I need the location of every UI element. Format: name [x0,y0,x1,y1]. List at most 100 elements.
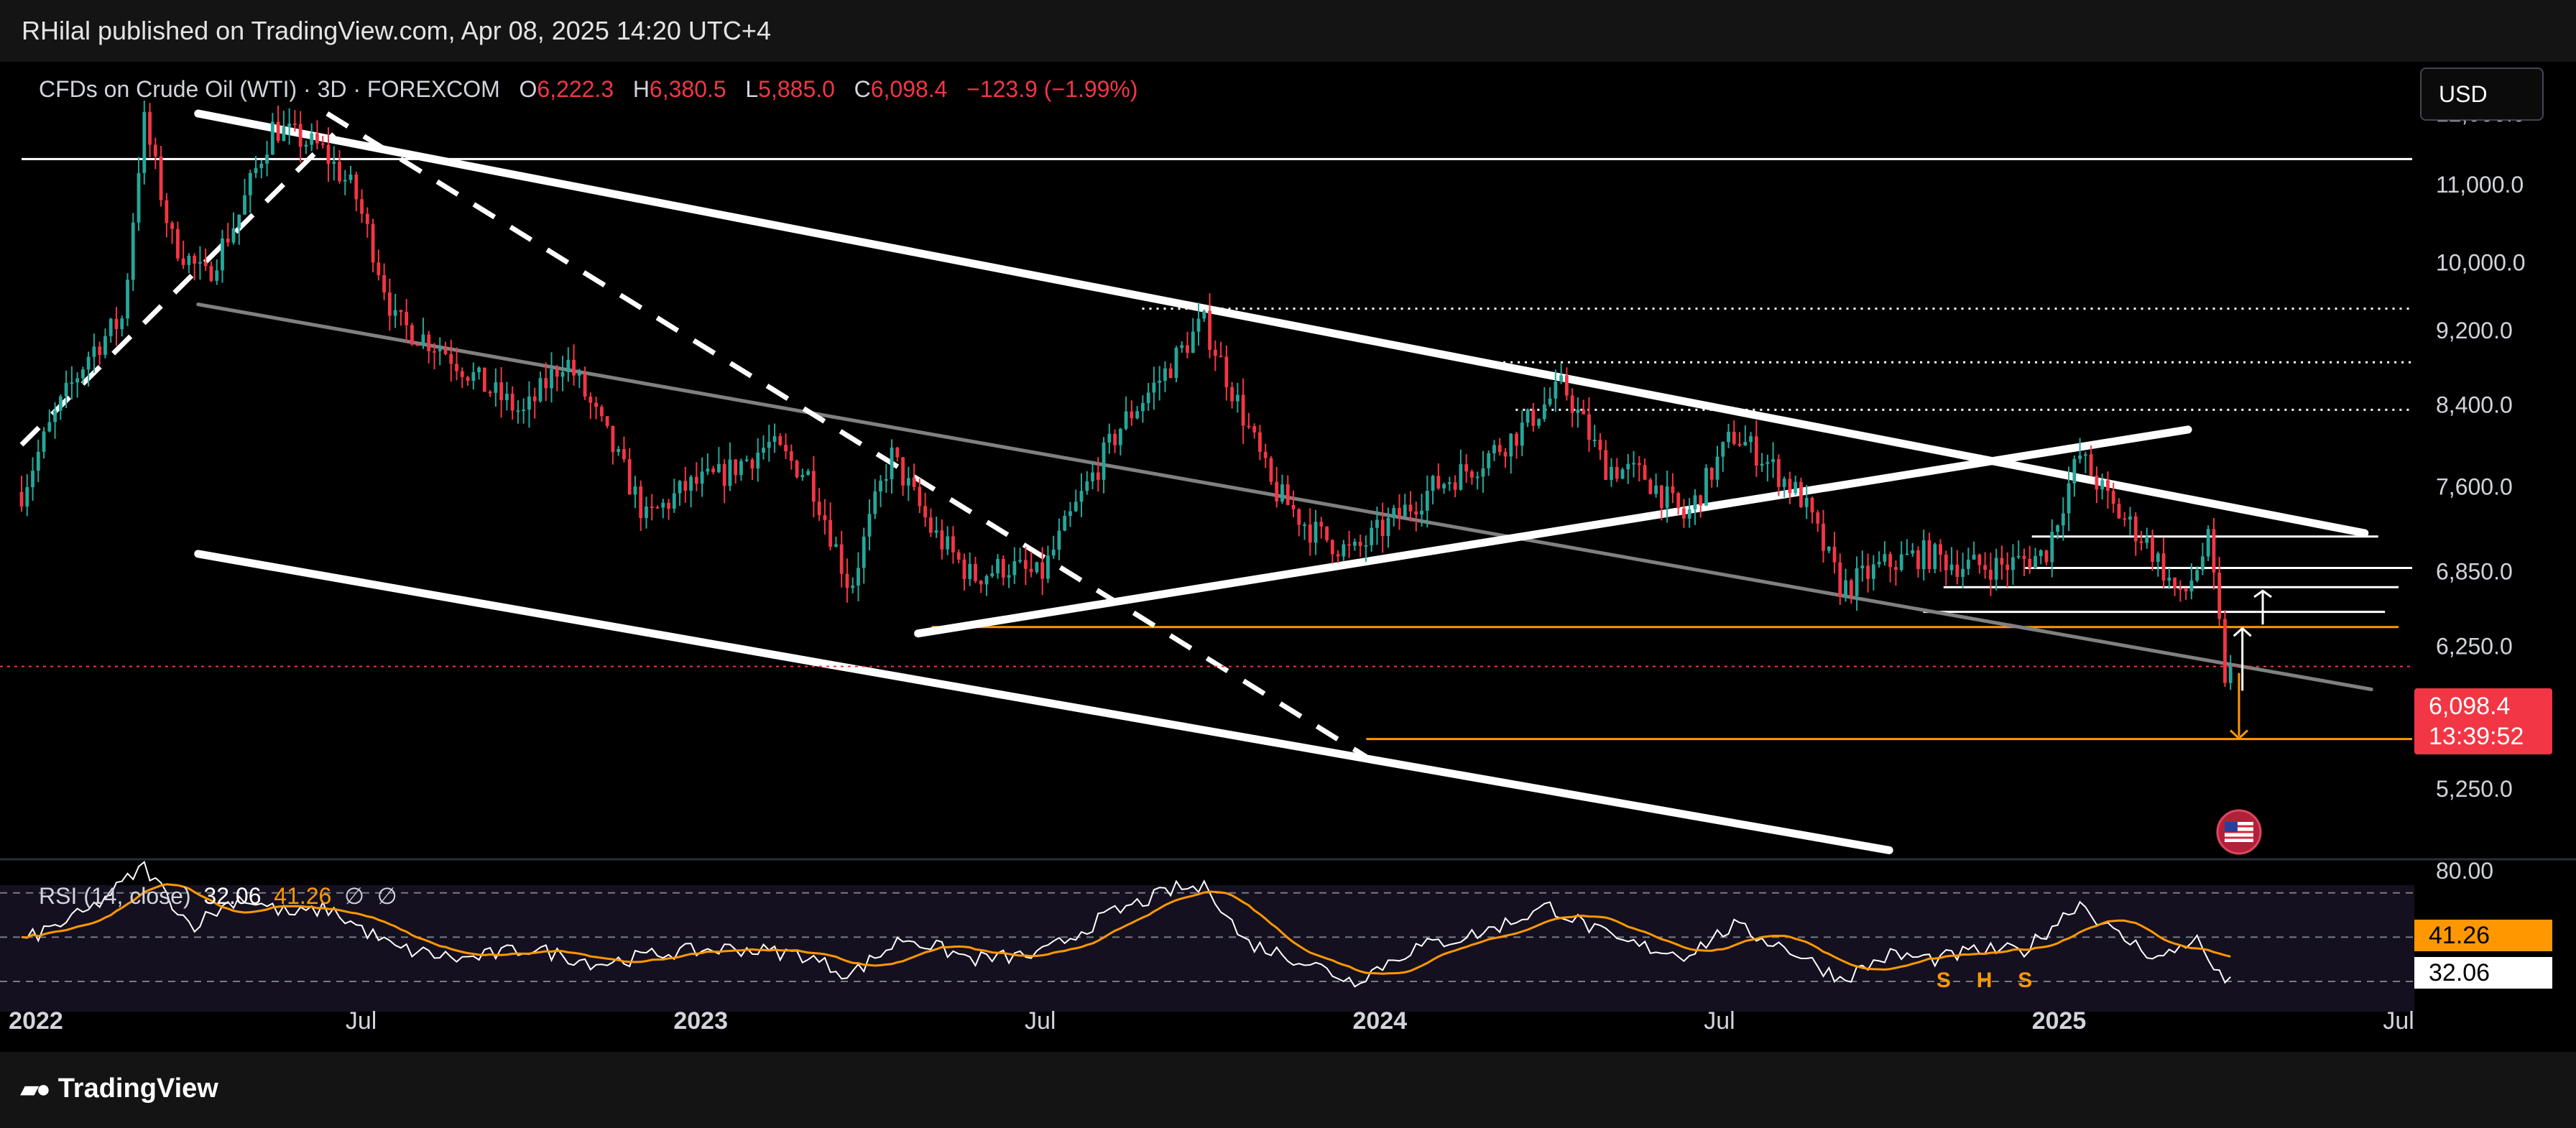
candle-body [181,258,185,265]
candle-body [254,167,258,173]
candle-body [310,133,314,145]
candle-body [1018,560,1022,562]
candle-body [627,459,632,495]
candle-body [1559,375,1564,382]
candle-body [1921,540,1926,570]
header-bar: RHilal published on TradingView.com, Apr… [0,0,2576,62]
candle-body [672,493,676,509]
candle-body [767,441,771,448]
candle-body [433,351,436,353]
candle-body [1966,559,1970,569]
candle-body [1771,459,1776,463]
candle-body [70,382,74,384]
candle-body [1977,554,1982,565]
candle-body [800,474,805,478]
candle-body [918,486,922,507]
candle-body [2178,588,2182,590]
candle-body [711,468,716,473]
candle-body [946,536,950,550]
candle-body [187,255,191,265]
candle-body [2016,555,2021,558]
candle-body [762,448,765,453]
candle-body [371,223,375,263]
candle-body [795,461,799,478]
candle-body [617,449,621,453]
candle-body [1955,564,1959,577]
target-arrow-head [2229,729,2249,740]
rsi-band [0,885,2414,1012]
candle-body [438,349,442,351]
price-chart[interactable]: SHS 12,000.011,000.010,000.09,200.08,400… [0,62,2576,1052]
candle-body [1057,530,1061,550]
candle-body [1754,436,1758,466]
time-tick-label: Jul [2383,1007,2414,1035]
candle-body [1029,568,1033,573]
candle-body [343,180,347,182]
candle-body [1793,481,1798,494]
candle-body [1492,445,1496,453]
candle-body [611,425,615,453]
candle-body [1665,486,1669,508]
candle-body [1497,445,1502,453]
candle-body [410,325,414,345]
last-price-value: 6,098.4 [2429,693,2511,720]
candle-body [661,502,665,508]
candle-body [906,478,910,486]
tradingview-logo[interactable]: ▰● TradingView [20,1073,218,1104]
candle-body [248,172,252,195]
candle-body [895,448,900,458]
candle-body [1832,547,1837,563]
candle-body [1285,484,1290,505]
candle-body [1168,368,1173,379]
candle-body [226,239,230,243]
candle-body [1939,544,1942,555]
candle-body [114,318,119,330]
candle-body [2173,577,2177,588]
candle-body [645,507,648,518]
candle-body [2117,504,2121,519]
candle-body [215,270,219,281]
candle-body [1464,464,1469,472]
candle-body [471,372,476,381]
candle-body [1459,464,1463,490]
candle-body [193,255,197,264]
candle-body [1158,381,1162,383]
candle-body [739,461,743,476]
candle-body [2039,550,2043,556]
candle-body [2011,557,2015,570]
candle-body [1291,504,1296,509]
candle-body [2161,553,2166,581]
candle-body [1012,561,1017,575]
candle-body [1520,422,1524,446]
candle-body [1096,472,1100,480]
candle-body [142,111,147,173]
footer-bar: ▰● TradingView [0,1052,2576,1128]
price-tick-label: 9,200.0 [2436,318,2513,343]
candle-body [1855,568,1859,596]
candle-body [1247,425,1251,427]
currency-selector[interactable]: USD [2420,68,2544,121]
candle-body [1844,580,1847,597]
rsi-sma-value: 41.26 [274,883,332,909]
candle-body [1989,570,1993,580]
candle-body [292,124,297,126]
candle-body [360,199,364,214]
candle-body [538,378,543,402]
candle-body [1888,554,1893,568]
candle-body [1196,318,1201,332]
candle-body [2072,458,2077,484]
candle-body [2111,491,2115,504]
candle-body [560,371,565,377]
chart-area[interactable]: SHS 12,000.011,000.010,000.09,200.08,400… [0,62,2576,1052]
candle-body [867,514,872,537]
candle-body [1392,508,1396,518]
candle-body [1258,432,1262,452]
candle-body [716,463,721,473]
candle-body [338,162,341,182]
candle-body [2083,454,2087,456]
candle-body [1570,395,1574,413]
candle-body [1671,486,1675,494]
price-tick-label: 6,850.0 [2436,559,2513,585]
symbol-name: CFDs on Crude Oil (WTI) · 3D · FOREXCOM [39,76,500,102]
candle-body [1732,431,1736,444]
